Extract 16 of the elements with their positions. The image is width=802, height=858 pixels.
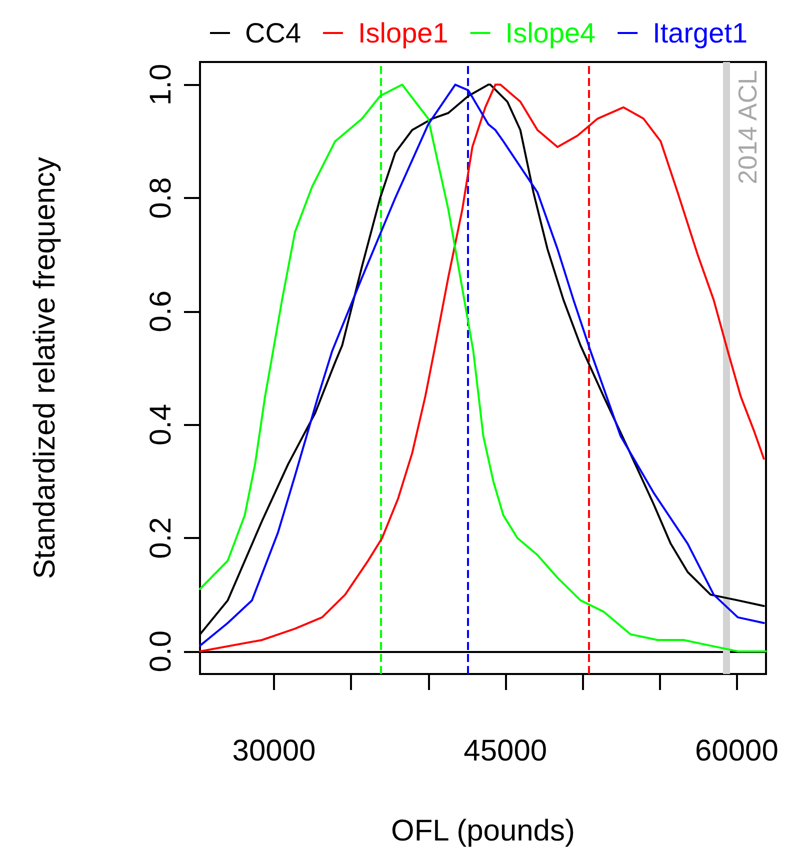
y-tick-label: 0.0 <box>144 630 178 672</box>
x-tick-label: 45000 <box>464 734 548 768</box>
y-tick-label: 1.0 <box>144 64 178 106</box>
y-tick-label: 0.8 <box>144 177 178 219</box>
ref-line-label: 2014 ACL <box>732 70 763 184</box>
x-tick-label: 30000 <box>232 734 316 768</box>
legend-label: Islope4 <box>505 18 596 48</box>
y-tick-label: 0.2 <box>144 517 178 559</box>
x-tick-label: 60000 <box>694 734 778 768</box>
x-axis-title: OFL (pounds) <box>391 814 575 848</box>
y-tick-label: 0.4 <box>144 404 178 446</box>
legend-label: CC4 <box>245 18 302 48</box>
y-axis-title: Standardized relative frequency <box>28 157 62 579</box>
legend-label: Itarget1 <box>652 18 748 48</box>
legend-label: Islope1 <box>358 18 448 48</box>
y-tick-label: 0.6 <box>144 290 178 332</box>
